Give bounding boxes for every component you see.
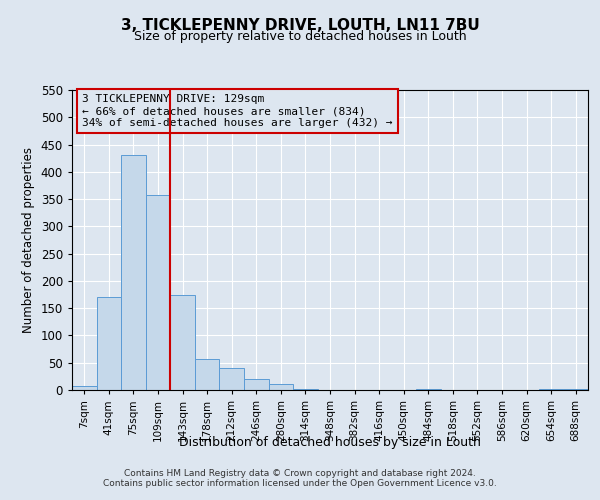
Text: 3 TICKLEPENNY DRIVE: 129sqm
← 66% of detached houses are smaller (834)
34% of se: 3 TICKLEPENNY DRIVE: 129sqm ← 66% of det… bbox=[82, 94, 393, 128]
Bar bbox=[269, 384, 293, 390]
Bar bbox=[293, 389, 318, 390]
Bar bbox=[170, 294, 195, 390]
Bar bbox=[195, 359, 220, 390]
Bar bbox=[244, 378, 269, 390]
Text: Distribution of detached houses by size in Louth: Distribution of detached houses by size … bbox=[179, 436, 481, 449]
Bar bbox=[72, 386, 97, 390]
Y-axis label: Number of detached properties: Number of detached properties bbox=[22, 147, 35, 333]
Text: Contains public sector information licensed under the Open Government Licence v3: Contains public sector information licen… bbox=[103, 478, 497, 488]
Text: 3, TICKLEPENNY DRIVE, LOUTH, LN11 7BU: 3, TICKLEPENNY DRIVE, LOUTH, LN11 7BU bbox=[121, 18, 479, 32]
Text: Size of property relative to detached houses in Louth: Size of property relative to detached ho… bbox=[134, 30, 466, 43]
Text: Contains HM Land Registry data © Crown copyright and database right 2024.: Contains HM Land Registry data © Crown c… bbox=[124, 468, 476, 477]
Bar bbox=[97, 298, 121, 390]
Bar bbox=[146, 196, 170, 390]
Bar bbox=[220, 368, 244, 390]
Bar bbox=[121, 156, 146, 390]
